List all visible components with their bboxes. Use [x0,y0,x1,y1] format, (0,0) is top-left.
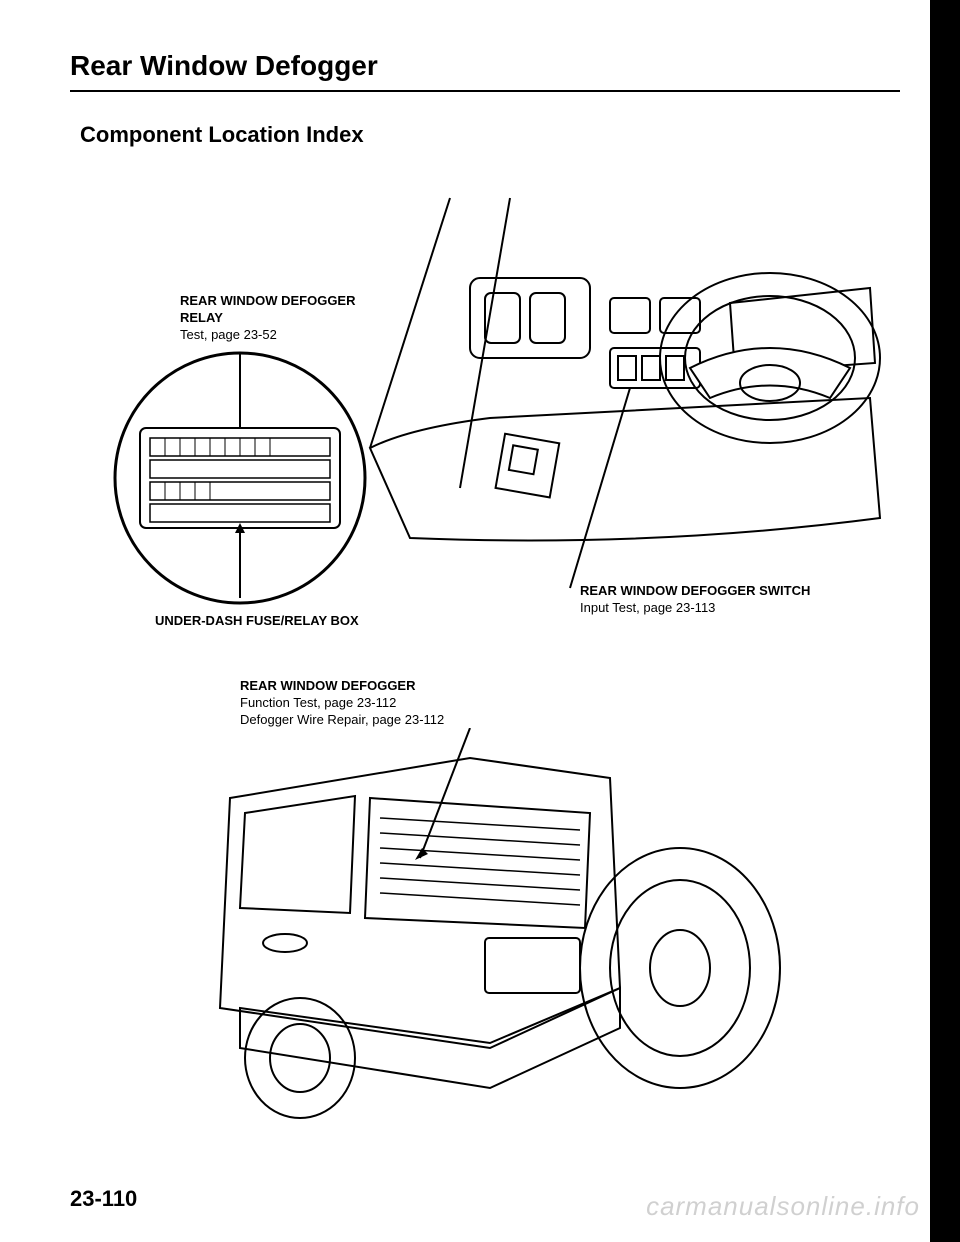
callout-text: UNDER-DASH FUSE/RELAY BOX [155,613,359,628]
page-title: Rear Window Defogger [70,50,900,82]
section-title: Component Location Index [80,122,900,148]
callout-text: Input Test, page 23-113 [580,600,810,617]
page-content: Rear Window Defogger Component Location … [0,0,960,1242]
dashboard-illustration [350,188,890,628]
vehicle-rear-illustration [190,728,810,1148]
callout-text: REAR WINDOW DEFOGGER [180,293,356,310]
callout-relay: REAR WINDOW DEFOGGER RELAY Test, page 23… [180,293,356,344]
callout-defogger: REAR WINDOW DEFOGGER Function Test, page… [240,678,444,729]
callout-switch: REAR WINDOW DEFOGGER SWITCH Input Test, … [580,583,810,617]
callout-fusebox: UNDER-DASH FUSE/RELAY BOX [155,613,359,630]
title-divider [70,90,900,92]
fusebox-detail [110,348,370,608]
callout-text: Function Test, page 23-112 [240,695,444,712]
callout-text: Test, page 23-52 [180,327,356,344]
watermark: carmanualsonline.info [646,1191,920,1222]
callout-text: RELAY [180,310,356,327]
callout-text: REAR WINDOW DEFOGGER SWITCH [580,583,810,600]
diagram-area: REAR WINDOW DEFOGGER RELAY Test, page 23… [70,188,900,1168]
callout-text: Defogger Wire Repair, page 23-112 [240,712,444,729]
callout-text: REAR WINDOW DEFOGGER [240,678,444,695]
page-number: 23-110 [70,1186,137,1212]
